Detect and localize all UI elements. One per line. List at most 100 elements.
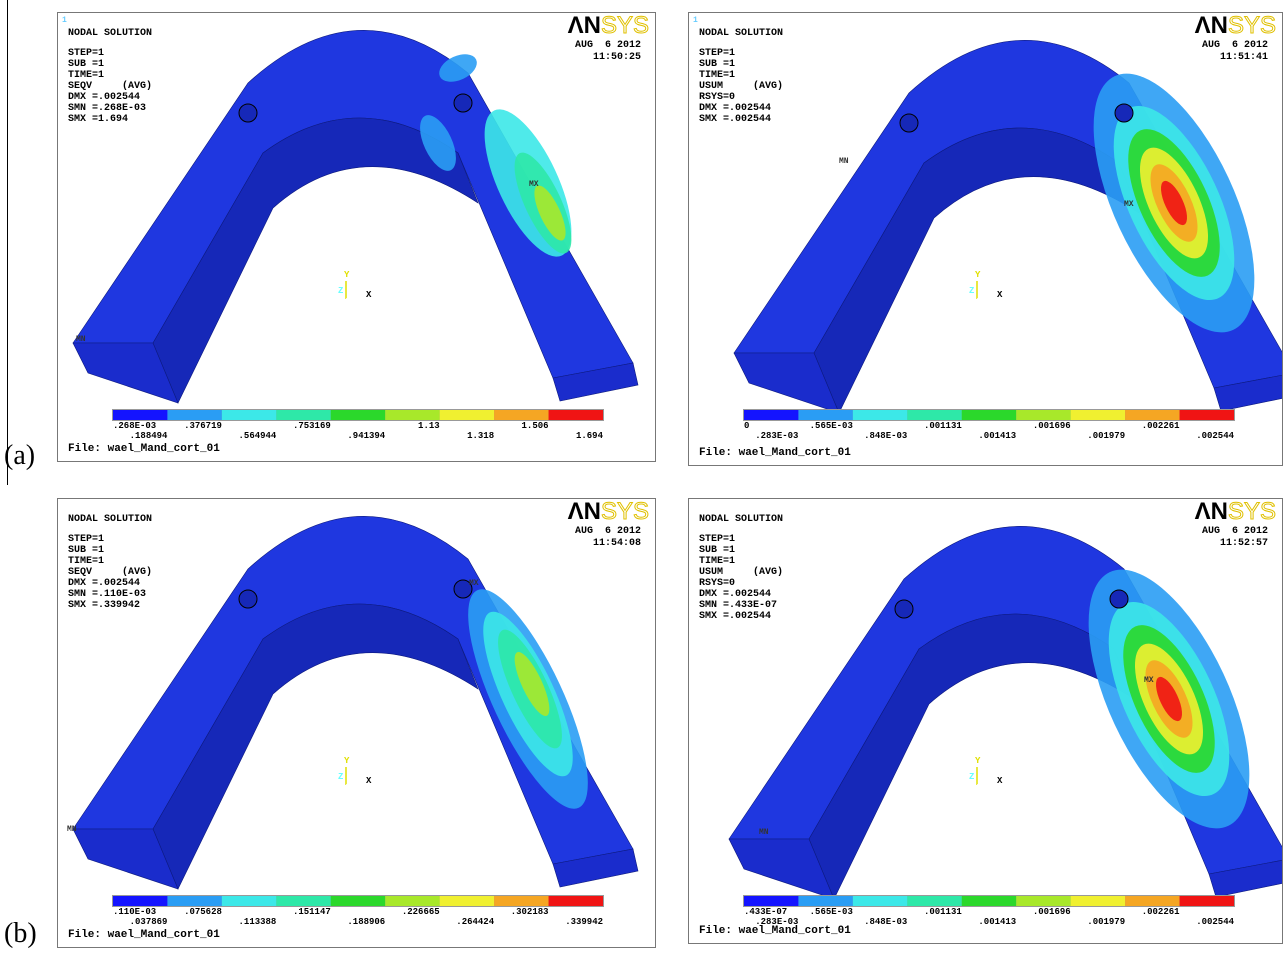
- plot-info: DMX =.002544: [699, 103, 771, 114]
- hole: [239, 104, 257, 122]
- plot-info: STEP=1: [699, 534, 735, 545]
- legend-label: .753169: [293, 421, 331, 431]
- plot-info: SEQV (AVG): [68, 566, 152, 578]
- result-panel: MNMXYZXNODAL SOLUTIONSTEP=1SUB =1TIME=1S…: [57, 498, 656, 948]
- plot-info: USUM (AVG): [699, 566, 783, 578]
- plot-info: TIME=1: [68, 556, 104, 567]
- plot-info: SMX =1.694: [68, 114, 128, 125]
- legend-swatch: [907, 410, 961, 420]
- legend-swatch: [385, 896, 439, 906]
- plot-info: DMX =.002544: [699, 589, 771, 600]
- legend-swatch: [385, 410, 439, 420]
- legend-swatch: [1071, 896, 1125, 906]
- plot-info: STEP=1: [699, 48, 735, 59]
- logo-text: SYS: [1228, 13, 1276, 39]
- legend-swatch: [549, 896, 603, 906]
- model: [73, 516, 638, 889]
- legend-label: .565E-03: [810, 907, 853, 917]
- extreme-marker: MX: [1144, 676, 1154, 685]
- triad-axis: [346, 783, 363, 785]
- model: [729, 526, 1282, 899]
- legend-swatch: [1125, 896, 1179, 906]
- plot-date: AUG 6 2012: [1202, 526, 1268, 537]
- plot-info: SMX =.002544: [699, 611, 771, 622]
- legend-swatch: [440, 896, 494, 906]
- triad-label: X: [366, 776, 372, 786]
- triad-label: Z: [969, 772, 974, 782]
- legend-swatch: [744, 410, 798, 420]
- logo-text: SYS: [601, 499, 649, 525]
- extreme-marker: MN: [839, 157, 849, 166]
- legend-swatch: [494, 410, 548, 420]
- legend-label: .001696: [1033, 907, 1071, 917]
- triad-label: Z: [969, 286, 974, 296]
- window-number: 1: [693, 16, 698, 25]
- legend-swatch: [276, 896, 330, 906]
- plot-info: TIME=1: [68, 70, 104, 81]
- legend-swatch: [1071, 410, 1125, 420]
- plot-info: SEQV (AVG): [68, 80, 152, 92]
- legend-swatch: [1016, 896, 1070, 906]
- legend-swatch: [494, 896, 548, 906]
- plot-time: 11:50:25: [593, 52, 641, 63]
- logo-mark: ΛN: [1195, 499, 1228, 525]
- plot-date: AUG 6 2012: [575, 526, 641, 537]
- legend-label: .151147: [293, 907, 331, 917]
- legend-label: 1.13: [418, 421, 440, 431]
- plot-title: NODAL SOLUTION: [699, 514, 783, 525]
- triad-label: Z: [338, 772, 343, 782]
- model: [73, 30, 638, 403]
- ansys-logo: ΛNSYS: [568, 13, 649, 39]
- legend-swatch: [1180, 410, 1234, 420]
- plot-info: SUB =1: [68, 59, 104, 70]
- legend-label: .002261: [1142, 907, 1180, 917]
- logo-text: SYS: [601, 13, 649, 39]
- legend-label: .002261: [1142, 421, 1180, 431]
- plot-title: NODAL SOLUTION: [68, 28, 152, 39]
- page: (a) (b) MNMXYZX1NODAL SOLUTIONSTEP=1SUB …: [0, 0, 1286, 958]
- legend-label: .001413: [978, 431, 1016, 441]
- triad-label: Y: [975, 270, 981, 280]
- legend-label: .941394: [347, 431, 385, 441]
- extreme-marker: MX: [529, 180, 539, 189]
- plot-info: SMN =.433E-07: [699, 600, 777, 611]
- plot-time: 11:52:57: [1220, 538, 1268, 549]
- plot-time: 11:51:41: [1220, 52, 1268, 63]
- legend-swatch: [1125, 410, 1179, 420]
- legend-label: .001979: [1087, 917, 1125, 927]
- legend-swatch: [113, 410, 167, 420]
- hole: [900, 114, 918, 132]
- legend-swatch: [222, 410, 276, 420]
- plot-time: 11:54:08: [593, 538, 641, 549]
- triad-label: Y: [975, 756, 981, 766]
- result-view: MNMXYZXNODAL SOLUTIONSTEP=1SUB =1TIME=1U…: [689, 499, 1282, 943]
- legend-label: .001131: [924, 421, 962, 431]
- result-panel: MNMXYZX1NODAL SOLUTIONSTEP=1SUB =1TIME=1…: [57, 12, 656, 462]
- triad-axis: [977, 297, 994, 299]
- triad-label: Y: [344, 270, 350, 280]
- legend-swatch: [276, 410, 330, 420]
- ansys-logo: ΛNSYS: [1195, 13, 1276, 39]
- legend-swatch: [962, 410, 1016, 420]
- legend-swatch: [440, 410, 494, 420]
- legend-swatch: [549, 410, 603, 420]
- legend-label: 0: [744, 421, 749, 431]
- legend-label: .001131: [924, 907, 962, 917]
- legend-swatch: [1016, 410, 1070, 420]
- legend-label: 1.694: [576, 431, 604, 441]
- legend-label: .001696: [1033, 421, 1071, 431]
- figure-label: (b): [4, 918, 37, 950]
- plot-info: RSYS=0: [699, 578, 735, 589]
- logo-mark: ΛN: [568, 13, 601, 39]
- legend-swatch: [853, 410, 907, 420]
- plot-info: SMN =.110E-03: [68, 589, 146, 600]
- plot-info: SUB =1: [699, 59, 735, 70]
- logo-text: SYS: [1228, 499, 1276, 525]
- hole: [239, 590, 257, 608]
- hole: [1115, 104, 1133, 122]
- triad-label: X: [997, 290, 1003, 300]
- legend-swatch: [744, 896, 798, 906]
- file-name: File: wael_Mand_cort_01: [68, 443, 220, 455]
